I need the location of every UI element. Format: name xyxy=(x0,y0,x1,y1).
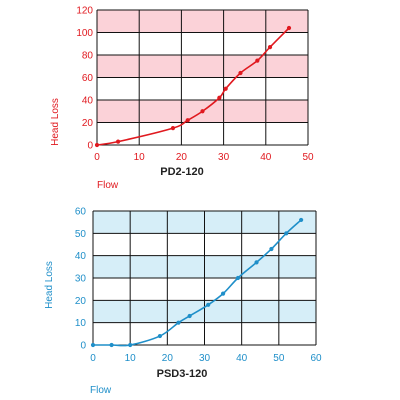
chart-title: PSD3-120 xyxy=(157,368,208,380)
x-tick-label: 10 xyxy=(134,152,146,163)
data-point xyxy=(284,231,289,236)
y-tick-label: 120 xyxy=(76,6,93,17)
data-point xyxy=(90,342,96,348)
x-tick-label: 50 xyxy=(302,152,314,163)
grid-band xyxy=(97,55,308,78)
x-tick-label: 40 xyxy=(260,152,272,163)
data-point xyxy=(267,45,273,50)
y-tick-label: 80 xyxy=(82,51,94,62)
chart-1: 0 10 20 30 40 50 0 20 40 60 80 100 120 Flow Head Loss P… xyxy=(50,6,314,192)
x-axis-title: Flow xyxy=(90,385,112,396)
data-point xyxy=(187,313,192,319)
y-axis-title: Head Loss xyxy=(44,261,55,309)
data-point xyxy=(116,139,121,144)
data-point xyxy=(223,86,228,91)
y-tick-label: 60 xyxy=(75,207,87,218)
y-tick-label: 60 xyxy=(82,73,94,84)
data-point xyxy=(217,95,222,100)
x-tick-label: 0 xyxy=(90,353,96,364)
x-tick-label: 30 xyxy=(218,152,230,163)
y-tick-label: 50 xyxy=(75,229,87,240)
data-point xyxy=(255,58,260,63)
grid-band xyxy=(97,10,308,33)
data-point xyxy=(185,118,190,123)
y-tick-label: 0 xyxy=(87,141,93,152)
data-point xyxy=(200,109,205,114)
x-axis-title: Flow xyxy=(97,180,119,191)
chart-title: PD2-120 xyxy=(160,166,203,178)
y-tick-label: 0 xyxy=(80,341,86,352)
x-tick-label: 0 xyxy=(94,152,100,163)
y-tick-label: 40 xyxy=(82,96,94,107)
data-point xyxy=(128,342,133,348)
y-tick-label: 100 xyxy=(76,28,93,39)
y-tick-label: 20 xyxy=(75,296,87,307)
data-point xyxy=(94,142,100,148)
x-tick-label: 20 xyxy=(176,152,188,163)
data-point xyxy=(157,333,162,339)
y-tick-label: 30 xyxy=(75,274,87,285)
data-point xyxy=(176,320,181,325)
y-axis-title: Head Loss xyxy=(50,98,61,146)
data-point xyxy=(269,246,274,252)
data-point xyxy=(254,260,259,265)
data-point xyxy=(238,70,243,76)
data-point xyxy=(220,291,226,296)
data-point xyxy=(170,126,176,131)
data-point xyxy=(206,302,211,307)
x-tick-label: 50 xyxy=(273,353,285,364)
data-point xyxy=(109,342,114,348)
y-tick-label: 20 xyxy=(82,118,94,129)
x-tick-label: 20 xyxy=(162,353,174,364)
data-point xyxy=(299,217,304,223)
data-point xyxy=(286,25,292,31)
x-tick-label: 40 xyxy=(236,353,248,364)
x-tick-label: 10 xyxy=(125,353,137,364)
x-tick-label: 30 xyxy=(199,353,211,364)
x-tick-label: 60 xyxy=(310,353,322,364)
chart-2: 0 10 20 30 40 50 60 0 10 20 30 40 50 60 Flow Head Loss P… xyxy=(44,207,322,397)
y-tick-label: 40 xyxy=(75,251,87,262)
y-tick-label: 10 xyxy=(75,318,87,329)
data-point xyxy=(235,275,241,281)
